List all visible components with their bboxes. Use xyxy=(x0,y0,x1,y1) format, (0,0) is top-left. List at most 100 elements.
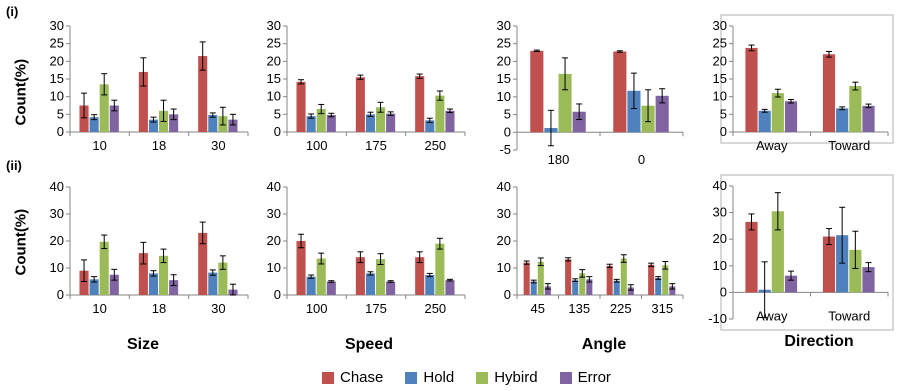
legend-label-chase: Chase xyxy=(340,369,384,386)
i-direction-ytick-label-15: 15 xyxy=(713,71,727,86)
i-size-ytick-label-5: 5 xyxy=(57,106,64,121)
i-angle-bar-hold-0 xyxy=(627,90,641,133)
legend-swatch-hold xyxy=(405,371,418,384)
ii-size-bar-hybird-10 xyxy=(99,241,109,295)
ii-speed-ytick-label-20: 20 xyxy=(267,233,281,248)
i-size-bar-hybird-10 xyxy=(99,84,109,132)
ii-direction-ytick-label--10: -10 xyxy=(708,311,727,326)
ii-angle-bar-hybird-135 xyxy=(579,273,586,295)
ii-speed-category-label-100: 100 xyxy=(306,301,328,316)
i-direction-ytick-label-5: 5 xyxy=(720,106,727,121)
ii-angle-ytick-label-10: 10 xyxy=(497,260,511,275)
i-direction-bar-error-away xyxy=(784,101,798,132)
i-speed-bar-error-100 xyxy=(326,115,336,132)
ii-size-bar-hybird-18 xyxy=(159,255,169,295)
i-size-category-label-10: 10 xyxy=(92,138,106,153)
ii-speed-bar-hold-250 xyxy=(425,275,435,295)
ii-angle-bar-chase-315 xyxy=(648,264,655,295)
ii-angle-bar-error-225 xyxy=(627,287,634,295)
ii-size-bar-hold-10 xyxy=(89,279,99,295)
column-title-angle: Angle xyxy=(581,336,627,353)
ii-direction-ytick-label-20: 20 xyxy=(713,231,727,246)
i-speed-bar-chase-250 xyxy=(415,76,425,132)
legend-swatch-chase xyxy=(322,371,334,384)
ii-speed-ytick-label-30: 30 xyxy=(267,206,281,221)
i-direction-frame xyxy=(720,14,894,144)
y-axis-label-top: Count(%) xyxy=(12,58,30,126)
i-direction-category-label-toward: Toward xyxy=(828,138,870,153)
ii-size-category-label-30: 30 xyxy=(211,301,225,316)
i-speed-bar-chase-100 xyxy=(296,81,306,132)
ii-speed-bar-hybird-250 xyxy=(435,243,445,295)
ii-size-bar-error-18 xyxy=(169,280,179,295)
i-angle-category-label-180: 180 xyxy=(548,152,570,167)
ii-speed-bar-chase-250 xyxy=(415,257,425,295)
ii-speed-ytick-label-10: 10 xyxy=(267,260,281,275)
i-direction-bar-error-toward xyxy=(862,105,875,132)
i-size-bar-error-30 xyxy=(228,119,238,132)
i-angle-bar-error-0 xyxy=(655,95,669,133)
ii-direction-bar-error-away xyxy=(784,275,798,293)
ii-size-bar-hybird-30 xyxy=(218,262,228,295)
i-direction-bar-hybird-away xyxy=(771,93,784,132)
i-speed-bar-hold-100 xyxy=(306,116,316,132)
i-size-bar-error-10 xyxy=(109,105,119,132)
legend-item-hold: Hold xyxy=(405,369,454,386)
ii-angle-bar-hold-225 xyxy=(613,280,620,295)
legend-swatch-hybird xyxy=(476,371,489,384)
i-size-bar-chase-30 xyxy=(198,56,208,132)
i-direction-ytick-label-10: 10 xyxy=(713,89,727,104)
row-label-i: (i) xyxy=(6,4,19,19)
ii-direction-ytick-label-40: 40 xyxy=(713,178,727,193)
i-speed-category-label-100: 100 xyxy=(306,138,328,153)
ii-angle-bar-chase-225 xyxy=(606,265,613,295)
i-direction-ytick-label-20: 20 xyxy=(713,53,727,68)
ii-angle-category-label-135: 135 xyxy=(568,301,590,316)
ii-speed-bar-chase-100 xyxy=(296,241,306,295)
i-speed-bar-hybird-250 xyxy=(435,95,445,132)
i-speed-ytick-label-25: 25 xyxy=(267,36,281,51)
i-speed-bar-error-175 xyxy=(386,113,396,132)
legend-label-hold: Hold xyxy=(423,369,455,386)
ii-angle-bar-error-45 xyxy=(544,286,551,295)
ii-size-bar-hold-30 xyxy=(208,272,218,295)
legend-item-error: Error xyxy=(559,369,611,386)
i-size-category-label-30: 30 xyxy=(211,138,225,153)
ii-speed-bar-error-250 xyxy=(445,280,455,295)
i-direction-bar-chase-away xyxy=(745,47,758,133)
i-speed-category-label-250: 250 xyxy=(424,138,446,153)
ii-angle-ytick-label-20: 20 xyxy=(497,233,511,248)
ii-size-bar-error-10 xyxy=(109,274,119,295)
ii-direction-ytick-label-30: 30 xyxy=(713,205,727,220)
i-speed-bar-hybird-175 xyxy=(376,107,386,132)
y-axis-label-bottom: Count(%) xyxy=(12,208,30,276)
ii-direction-bar-hybird-away xyxy=(771,211,784,293)
ii-speed-bar-error-100 xyxy=(326,281,336,295)
ii-direction-bar-hold-toward xyxy=(836,235,849,293)
ii-angle-bar-hybird-45 xyxy=(537,261,544,295)
ii-speed-bar-hybird-100 xyxy=(316,258,326,295)
i-angle-bar-error-180 xyxy=(572,111,586,133)
i-speed-bar-chase-175 xyxy=(355,77,365,132)
column-title-speed: Speed xyxy=(344,336,393,353)
ii-direction-frame xyxy=(720,174,894,331)
i-size-ytick-label-20: 20 xyxy=(50,53,64,68)
ii-size-category-label-18: 18 xyxy=(152,301,166,316)
i-angle-ytick-label-20: 20 xyxy=(497,53,511,68)
i-size-ytick-label-10: 10 xyxy=(50,89,64,104)
ii-size-category-label-10: 10 xyxy=(92,301,106,316)
ii-angle-bar-chase-45 xyxy=(523,262,530,295)
legend-item-hybird: Hybird xyxy=(476,369,538,386)
i-direction-category-label-away: Away xyxy=(756,138,788,153)
i-speed-bar-error-250 xyxy=(445,110,455,132)
column-title-direction: Direction xyxy=(784,333,854,350)
ii-direction-bar-hybird-toward xyxy=(849,249,862,293)
ii-speed-bar-hold-100 xyxy=(306,276,316,295)
ii-direction-bar-chase-toward xyxy=(822,236,836,293)
ii-speed-category-label-175: 175 xyxy=(365,301,387,316)
i-speed-ytick-label-15: 15 xyxy=(267,71,281,86)
ii-direction-ytick-label-0: 0 xyxy=(720,284,727,299)
ii-angle-bar-error-315 xyxy=(669,286,676,295)
i-size-bar-hold-18 xyxy=(148,119,158,132)
